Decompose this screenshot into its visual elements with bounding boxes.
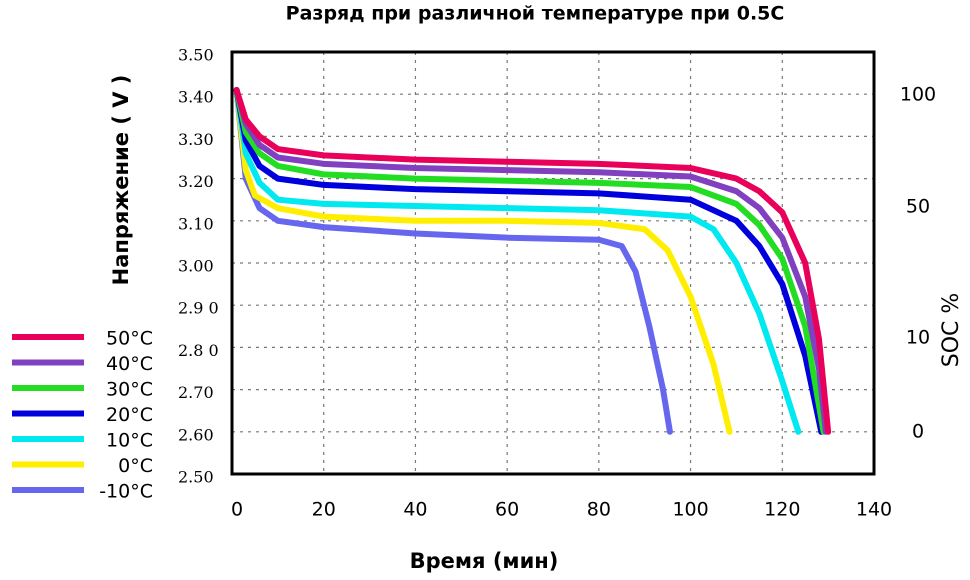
y2-tick-label: 10	[906, 327, 930, 349]
y-tick-label: 2.50	[178, 468, 214, 487]
y2-tick-label: 100	[900, 84, 936, 106]
y-tick-label: 2.70	[178, 383, 214, 402]
y2-axis-label: SOC %	[939, 293, 964, 368]
y2-tick-label: 0	[912, 421, 924, 443]
x-tick-label: 80	[587, 499, 611, 521]
plot-frame	[230, 50, 876, 476]
y-tick-label: 3.10	[178, 214, 214, 233]
legend-label: 10°C	[106, 430, 153, 452]
series-line	[233, 86, 832, 435]
y-axis-label: Напряжение ( V )	[109, 75, 133, 286]
x-tick-label: 20	[312, 499, 336, 521]
series-line	[233, 86, 825, 435]
legend-label: 30°C	[106, 379, 153, 401]
y-tick-label: 2.9 0	[178, 299, 219, 318]
y-tick-label: 3.40	[178, 88, 214, 107]
series-line	[233, 86, 673, 435]
y2-tick-label: 50	[906, 196, 930, 218]
x-tick-label: 100	[672, 499, 708, 521]
legend-label: 40°C	[106, 353, 153, 375]
x-tick-label: 140	[856, 499, 892, 521]
y-tick-label: 3.00	[178, 257, 214, 276]
legend-label: -10°C	[99, 481, 153, 503]
y-tick-label: 2.8 0	[178, 341, 219, 360]
series-line	[233, 86, 802, 435]
x-axis-label: Время (мин)	[410, 549, 559, 573]
y-tick-label: 3.30	[178, 130, 214, 149]
y-tick-label: 3.50	[178, 46, 214, 65]
x-tick-label: 120	[764, 499, 800, 521]
series-line	[233, 86, 829, 435]
legend-label: 0°C	[118, 455, 153, 477]
legend-label: 50°C	[106, 328, 153, 350]
x-tick-label: 0	[231, 499, 243, 521]
chart-title: Разряд при различной температуре при 0.5…	[286, 3, 785, 25]
series-line	[233, 86, 733, 435]
x-tick-label: 60	[495, 499, 519, 521]
series-line	[233, 86, 827, 435]
y-tick-label: 2.60	[178, 425, 214, 444]
y-tick-label: 3.20	[178, 172, 214, 191]
x-tick-label: 40	[403, 499, 427, 521]
legend-label: 20°C	[106, 404, 153, 426]
